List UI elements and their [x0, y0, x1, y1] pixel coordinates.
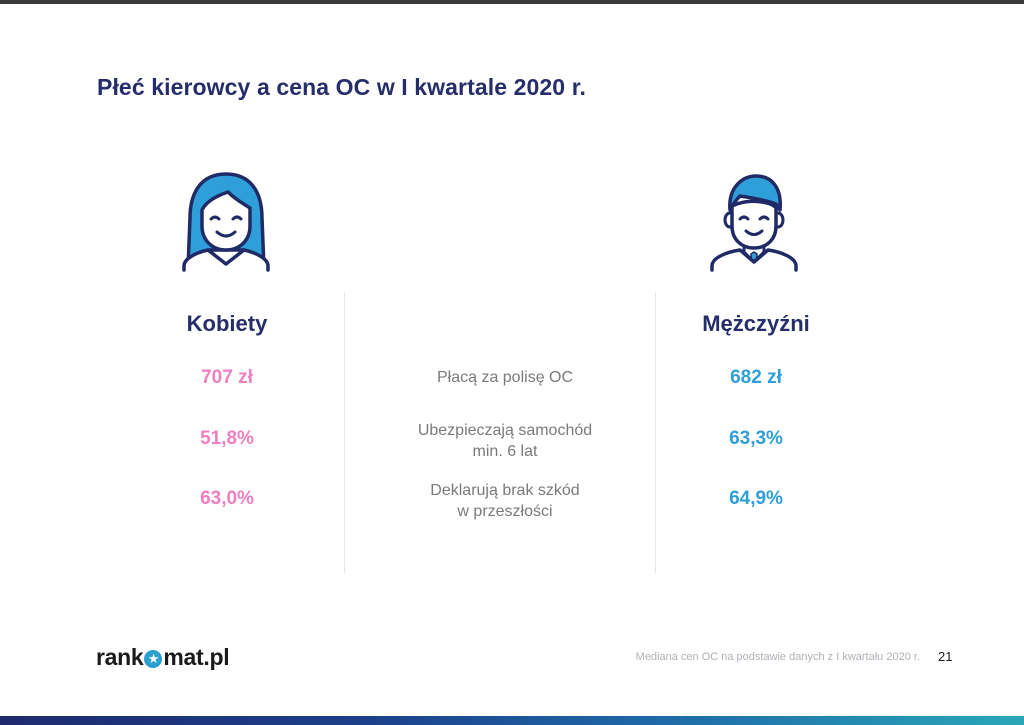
- column-divider-left: [344, 293, 345, 573]
- man-avatar-icon: [706, 170, 802, 274]
- top-border: [0, 0, 1024, 4]
- row-label-line: w przeszłości: [457, 503, 553, 520]
- row-label-line: Deklarują brak szkód: [430, 482, 580, 499]
- row-label-premium: Płacą za polisę OC: [375, 367, 635, 388]
- column-divider-right: [655, 293, 656, 573]
- logo-text-part1: rank: [96, 644, 144, 670]
- slide-title: Płeć kierowcy a cena OC w I kwartale 202…: [97, 74, 586, 100]
- rankomat-logo: rank mat.pl: [96, 644, 230, 671]
- men-value-no-claims: 64,9%: [729, 488, 783, 509]
- men-value-car-age: 63,3%: [729, 428, 783, 449]
- men-heading: Mężczyźni: [702, 311, 810, 336]
- row-label-line: min. 6 lat: [472, 443, 538, 460]
- footnote: Mediana cen OC na podstawie danych z I k…: [635, 651, 920, 663]
- page-number: 21: [938, 649, 953, 664]
- star-circle-icon: [144, 649, 163, 668]
- logo-text-part2: mat.pl: [163, 644, 230, 670]
- row-label-car-age: Ubezpieczają samochód min. 6 lat: [375, 420, 635, 462]
- row-label-line: Ubezpieczają samochód: [417, 422, 593, 439]
- women-value-premium: 707 zł: [201, 367, 253, 388]
- women-value-car-age: 51,8%: [200, 428, 254, 449]
- row-label-line: Płacą za polisę OC: [436, 369, 574, 386]
- row-label-no-claims: Deklarują brak szkód w przeszłości: [375, 480, 635, 522]
- men-value-premium: 682 zł: [730, 367, 782, 388]
- women-heading: Kobiety: [186, 311, 268, 336]
- woman-avatar-icon: [178, 170, 274, 274]
- bottom-gradient-bar: [0, 716, 1024, 725]
- women-value-no-claims: 63,0%: [200, 488, 254, 509]
